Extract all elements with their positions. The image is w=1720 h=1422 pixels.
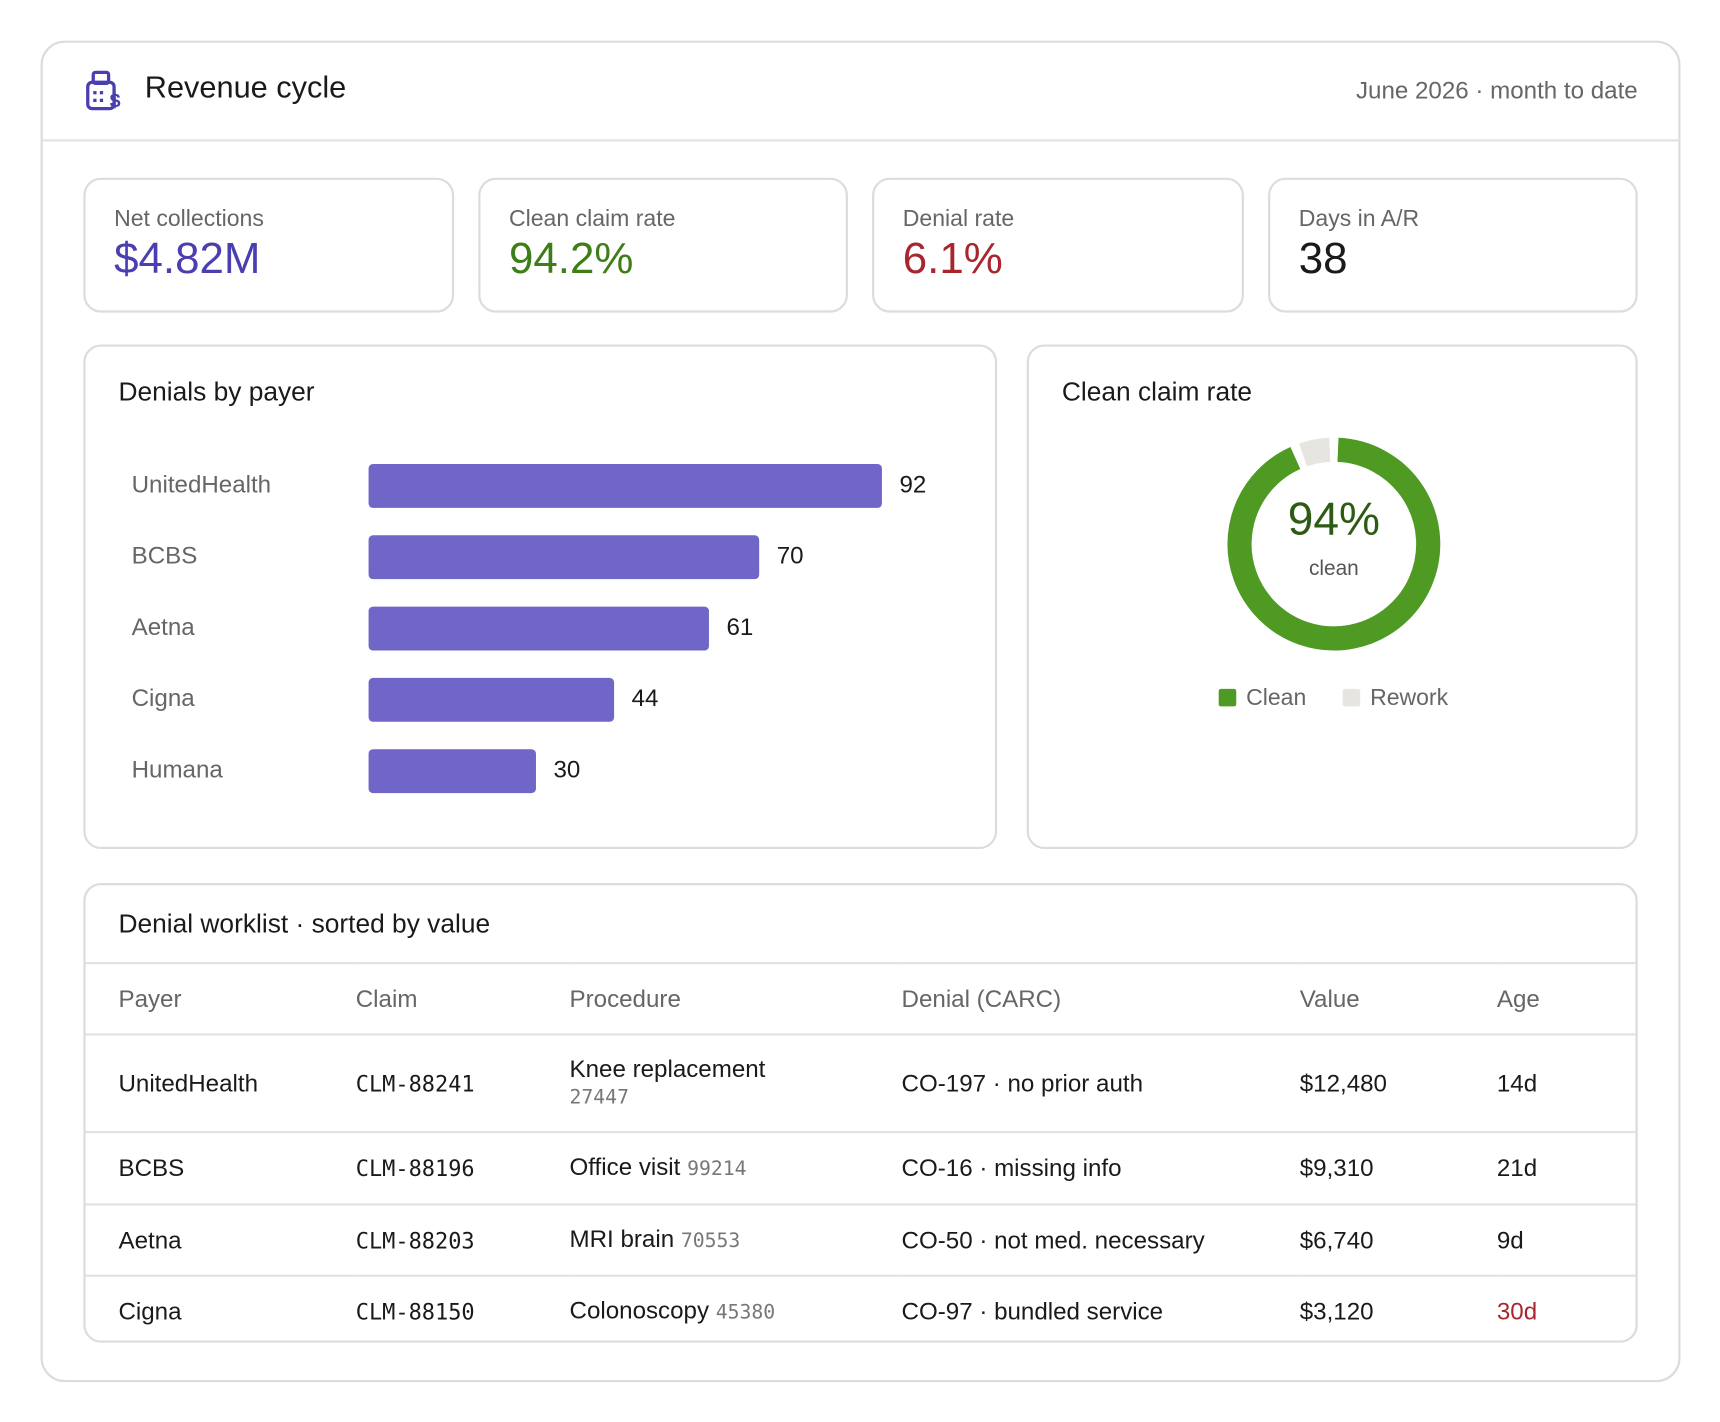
card-title: Denial worklist · sorted by value: [118, 909, 491, 939]
table-cell: CO-97 · bundled service: [901, 1297, 1164, 1326]
table-row: Cigna CLM-88150 Colonoscopy 45380 CO-97 · b…: [86, 1276, 1636, 1347]
bar: [368, 749, 536, 794]
table-cell: $3,120: [1299, 1297, 1374, 1326]
table-cell: CLM-88203: [354, 1204, 569, 1277]
procedure-code: 99214: [687, 1157, 747, 1181]
kpi-label: Clean claim rate: [508, 206, 676, 232]
donut-chart: 94% clean Clean Rework: [1218, 437, 1449, 710]
divider: [42, 139, 1679, 142]
category-label: BCBS: [132, 543, 198, 570]
bar: [368, 464, 882, 508]
value-label: 70: [777, 543, 804, 570]
column-header: Procedure: [568, 962, 901, 1036]
card-title: Denials by payer: [118, 377, 315, 407]
table-row: UnitedHealth CLM-88241 Knee replacement 274…: [85, 1034, 1636, 1134]
donut-card: Clean claim rate 94% clean Clean Rework: [1026, 344, 1638, 850]
table-cell: $9,310: [1298, 1132, 1496, 1206]
procedure-cell: Colonoscopy 45380: [568, 1276, 900, 1347]
center-label: 94%: [1288, 492, 1380, 544]
procedure-name: Office visit: [569, 1152, 681, 1181]
value-label: 30: [554, 757, 581, 784]
table-cell: CLM-88196: [354, 1132, 569, 1206]
procedure-cell: MRI brain 70553: [568, 1204, 901, 1277]
column-header: Denial (CARC): [900, 962, 1299, 1036]
column-header: Age: [1495, 962, 1636, 1036]
donut-segment: [1299, 437, 1331, 467]
table-cell: CO-16 · missing info: [900, 1132, 1299, 1206]
bar: [368, 535, 760, 580]
title: Revenue cycle: [144, 70, 347, 105]
category-label: Cigna: [132, 685, 196, 712]
value-label: 61: [727, 614, 754, 641]
svg-text:$: $: [110, 90, 121, 112]
legend-label: Clean: [1246, 684, 1306, 710]
kpi-card: Days in A/R 38: [1268, 177, 1638, 313]
table-cell: CO-197 · no prior auth: [900, 1034, 1299, 1134]
procedure-name: Colonoscopy: [569, 1296, 710, 1325]
bar: [368, 677, 615, 722]
kpi-label: Net collections: [114, 206, 264, 232]
kpi-value: $4.82M: [114, 234, 261, 284]
table-cell: UnitedHealth: [85, 1034, 355, 1134]
kpi-card: Denial rate 6.1%: [872, 177, 1244, 313]
column-header: Value: [1298, 962, 1496, 1036]
kpi-value: 6.1%: [902, 234, 1003, 284]
category-label: Aetna: [132, 614, 196, 641]
legend-swatch: [1218, 688, 1237, 707]
procedure-code: 70553: [680, 1229, 741, 1253]
procedure-cell: Office visit 99214: [568, 1132, 901, 1206]
legend-swatch: [1342, 688, 1361, 707]
table-cell: 21d: [1495, 1132, 1636, 1206]
column-header: Payer: [85, 962, 355, 1036]
procedure-name: MRI brain: [569, 1224, 675, 1253]
table-cell: $6,740: [1298, 1204, 1496, 1277]
center-sublabel: clean: [1309, 557, 1359, 580]
table-cell: BCBS: [85, 1132, 355, 1206]
card-title: Clean claim rate: [1061, 377, 1253, 407]
procedure-cell: Knee replacement 27447: [568, 1034, 901, 1134]
donut-segment: [1227, 437, 1441, 651]
panel: [40, 40, 1681, 1383]
worklist-card: Denial worklist · sorted by value Payer C…: [83, 883, 1638, 1343]
table-cell: CLM-88241: [354, 1034, 569, 1134]
table-row: Aetna CLM-88203 MRI brain 70553 CO-50 · not…: [85, 1204, 1636, 1277]
procedure-name: Knee replacement: [569, 1054, 766, 1083]
kpi-card: Clean claim rate 94.2%: [478, 177, 848, 313]
table-cell: CLM-88150: [355, 1298, 475, 1326]
table-row: BCBS CLM-88196 Office visit 99214 CO-16 · m…: [85, 1132, 1636, 1206]
worklist-table: Payer Claim Procedure Denial (CARC) Value Age…: [85, 962, 1636, 1347]
kpi-label: Denial rate: [902, 206, 1015, 232]
category-label: Humana: [132, 757, 224, 784]
column-header: Claim: [354, 962, 569, 1036]
table-cell: Cigna: [118, 1297, 182, 1326]
kpi-value: 94.2%: [508, 234, 634, 284]
table-cell: 30d: [1496, 1297, 1538, 1326]
table-cell: CO-50 · not med. necessary: [900, 1204, 1299, 1277]
value-label: 92: [899, 471, 926, 498]
kpi-value: 38: [1298, 234, 1348, 284]
value-label: 44: [632, 685, 659, 712]
period: June 2026 · month to date: [1355, 76, 1638, 105]
category-label: UnitedHealth: [132, 471, 271, 498]
kpi-card: Net collections $4.82M: [83, 177, 455, 313]
bar-card: Denials by payer UnitedHealth 92 BCBS 70 Aet…: [83, 344, 998, 850]
bar-chart: UnitedHealth 92 BCBS 70 Aetna 61 Cigna 44 Humana…: [132, 464, 926, 794]
table-cell: $12,480: [1298, 1034, 1496, 1134]
table-cell: 9d: [1495, 1204, 1636, 1277]
bar: [368, 606, 709, 651]
icon: $: [86, 70, 121, 112]
table-cell: 14d: [1495, 1034, 1636, 1134]
procedure-code: 27447: [569, 1085, 629, 1109]
procedure-code: 45380: [715, 1300, 776, 1325]
legend-label: Rework: [1370, 684, 1449, 710]
table-cell: Aetna: [85, 1204, 355, 1277]
kpi-label: Days in A/R: [1298, 206, 1420, 232]
